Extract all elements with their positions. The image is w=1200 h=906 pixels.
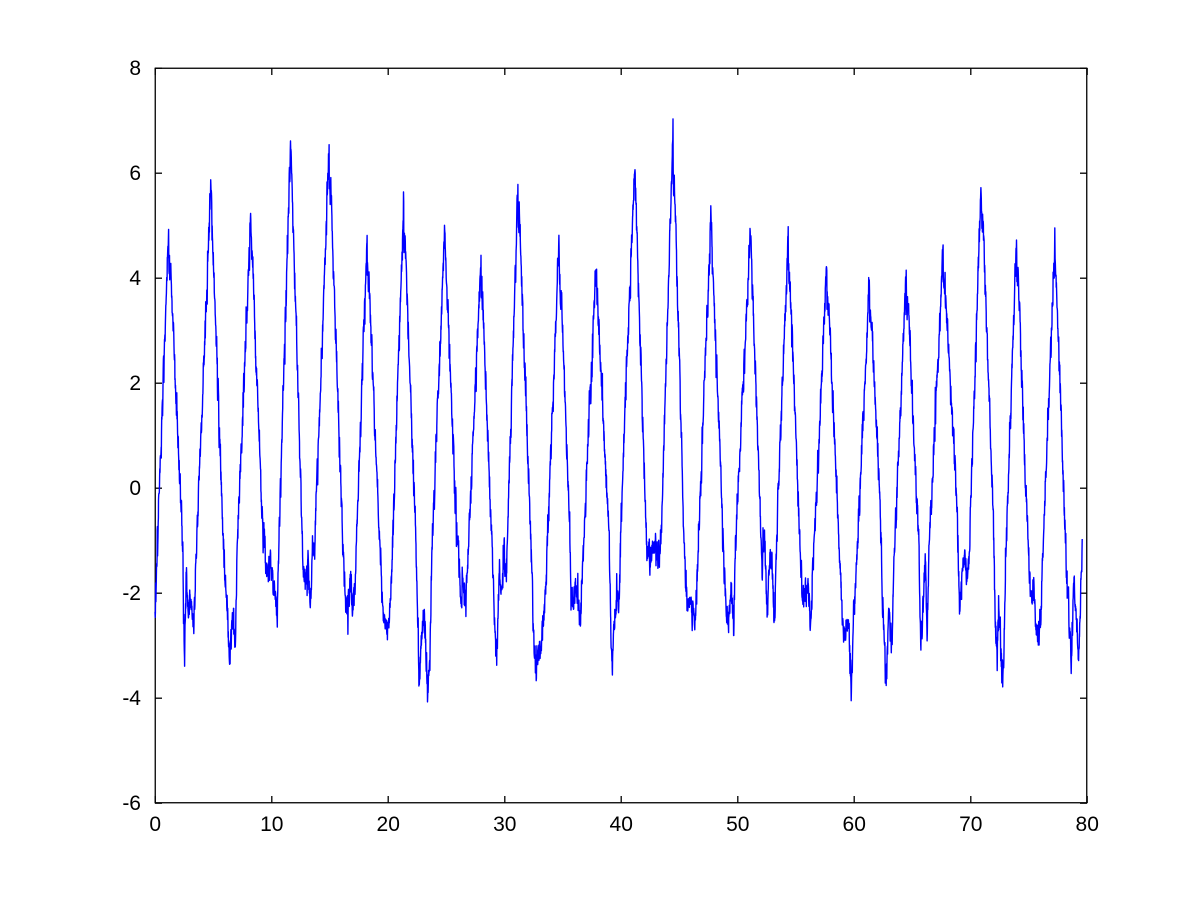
svg-text:-4: -4 bbox=[122, 687, 141, 710]
svg-text:-2: -2 bbox=[122, 582, 141, 605]
svg-text:70: 70 bbox=[959, 813, 982, 836]
svg-text:30: 30 bbox=[493, 813, 516, 836]
svg-text:8: 8 bbox=[129, 57, 141, 80]
svg-text:60: 60 bbox=[843, 813, 866, 836]
svg-text:4: 4 bbox=[129, 267, 141, 290]
svg-text:80: 80 bbox=[1076, 813, 1099, 836]
svg-text:2: 2 bbox=[129, 372, 141, 395]
svg-text:6: 6 bbox=[129, 162, 141, 185]
svg-text:-6: -6 bbox=[122, 792, 141, 815]
svg-text:50: 50 bbox=[726, 813, 749, 836]
svg-text:40: 40 bbox=[610, 813, 633, 836]
svg-text:20: 20 bbox=[377, 813, 400, 836]
svg-text:0: 0 bbox=[149, 813, 161, 836]
svg-text:0: 0 bbox=[129, 477, 141, 500]
svg-text:10: 10 bbox=[260, 813, 283, 836]
